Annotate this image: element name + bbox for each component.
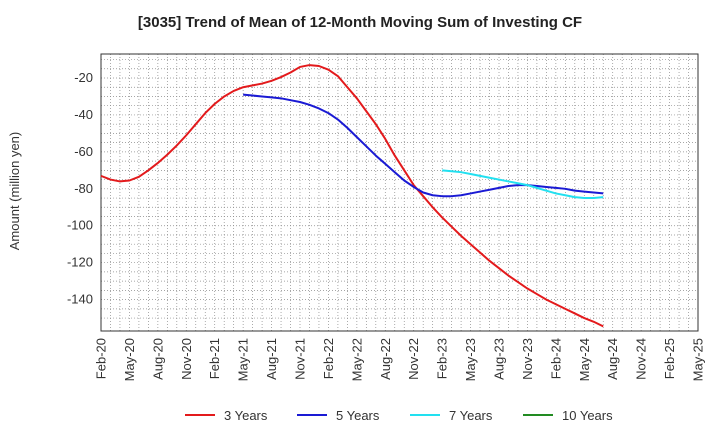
series-line-5-years (243, 93, 604, 198)
x-tick-label: Feb-20 (94, 338, 109, 379)
x-tick-label: Feb-23 (435, 338, 450, 379)
y-tick-label: -40 (74, 107, 93, 122)
legend-label: 5 Years (336, 408, 380, 423)
y-axis-ticks: -20 -40 -60 -80 -100 -120 -140 (67, 70, 93, 307)
series-line-7-years (442, 169, 604, 200)
x-tick-label: Feb-24 (548, 338, 563, 379)
grid (100, 54, 699, 331)
x-tick-label: May-25 (691, 338, 706, 381)
x-tick-label: Nov-22 (406, 338, 421, 380)
x-tick-label: Aug-20 (150, 338, 165, 380)
x-axis-ticks: Feb-20 May-20 Aug-20 Nov-20 Feb-21 May-21 Aug-… (94, 338, 706, 381)
x-tick-label: May-23 (463, 338, 478, 381)
y-tick-label: -60 (74, 144, 93, 159)
x-tick-label: Feb-22 (321, 338, 336, 379)
x-tick-label: Nov-23 (520, 338, 535, 380)
x-tick-label: Feb-21 (207, 338, 222, 379)
legend-label: 7 Years (449, 408, 493, 423)
y-axis-label: Amount (million yen) (7, 132, 22, 251)
x-tick-label: Aug-22 (378, 338, 393, 380)
y-tick-label: -80 (74, 181, 93, 196)
y-tick-label: -100 (67, 218, 93, 233)
x-tick-label: May-22 (349, 338, 364, 381)
x-tick-label: May-20 (122, 338, 137, 381)
plot-area (100, 53, 699, 332)
legend: 3 Years 5 Years 7 Years 10 Years (185, 408, 613, 423)
x-tick-label: Feb-25 (662, 338, 677, 379)
x-tick-label: May-21 (236, 338, 251, 381)
chart-title: [3035] Trend of Mean of 12-Month Moving … (138, 14, 582, 31)
legend-label: 10 Years (562, 408, 613, 423)
x-tick-label: Nov-21 (293, 338, 308, 380)
series-layer (100, 64, 604, 328)
y-tick-label: -140 (67, 292, 93, 307)
x-tick-label: Aug-21 (264, 338, 279, 380)
y-tick-label: -120 (67, 255, 93, 270)
x-tick-label: Nov-20 (179, 338, 194, 380)
series-line-3-years (100, 64, 604, 328)
x-tick-label: Nov-24 (634, 338, 649, 380)
x-tick-label: Aug-23 (492, 338, 507, 380)
y-tick-label: -20 (74, 70, 93, 85)
legend-label: 3 Years (224, 408, 268, 423)
x-tick-label: May-24 (577, 338, 592, 381)
x-tick-label: Aug-24 (605, 338, 620, 380)
